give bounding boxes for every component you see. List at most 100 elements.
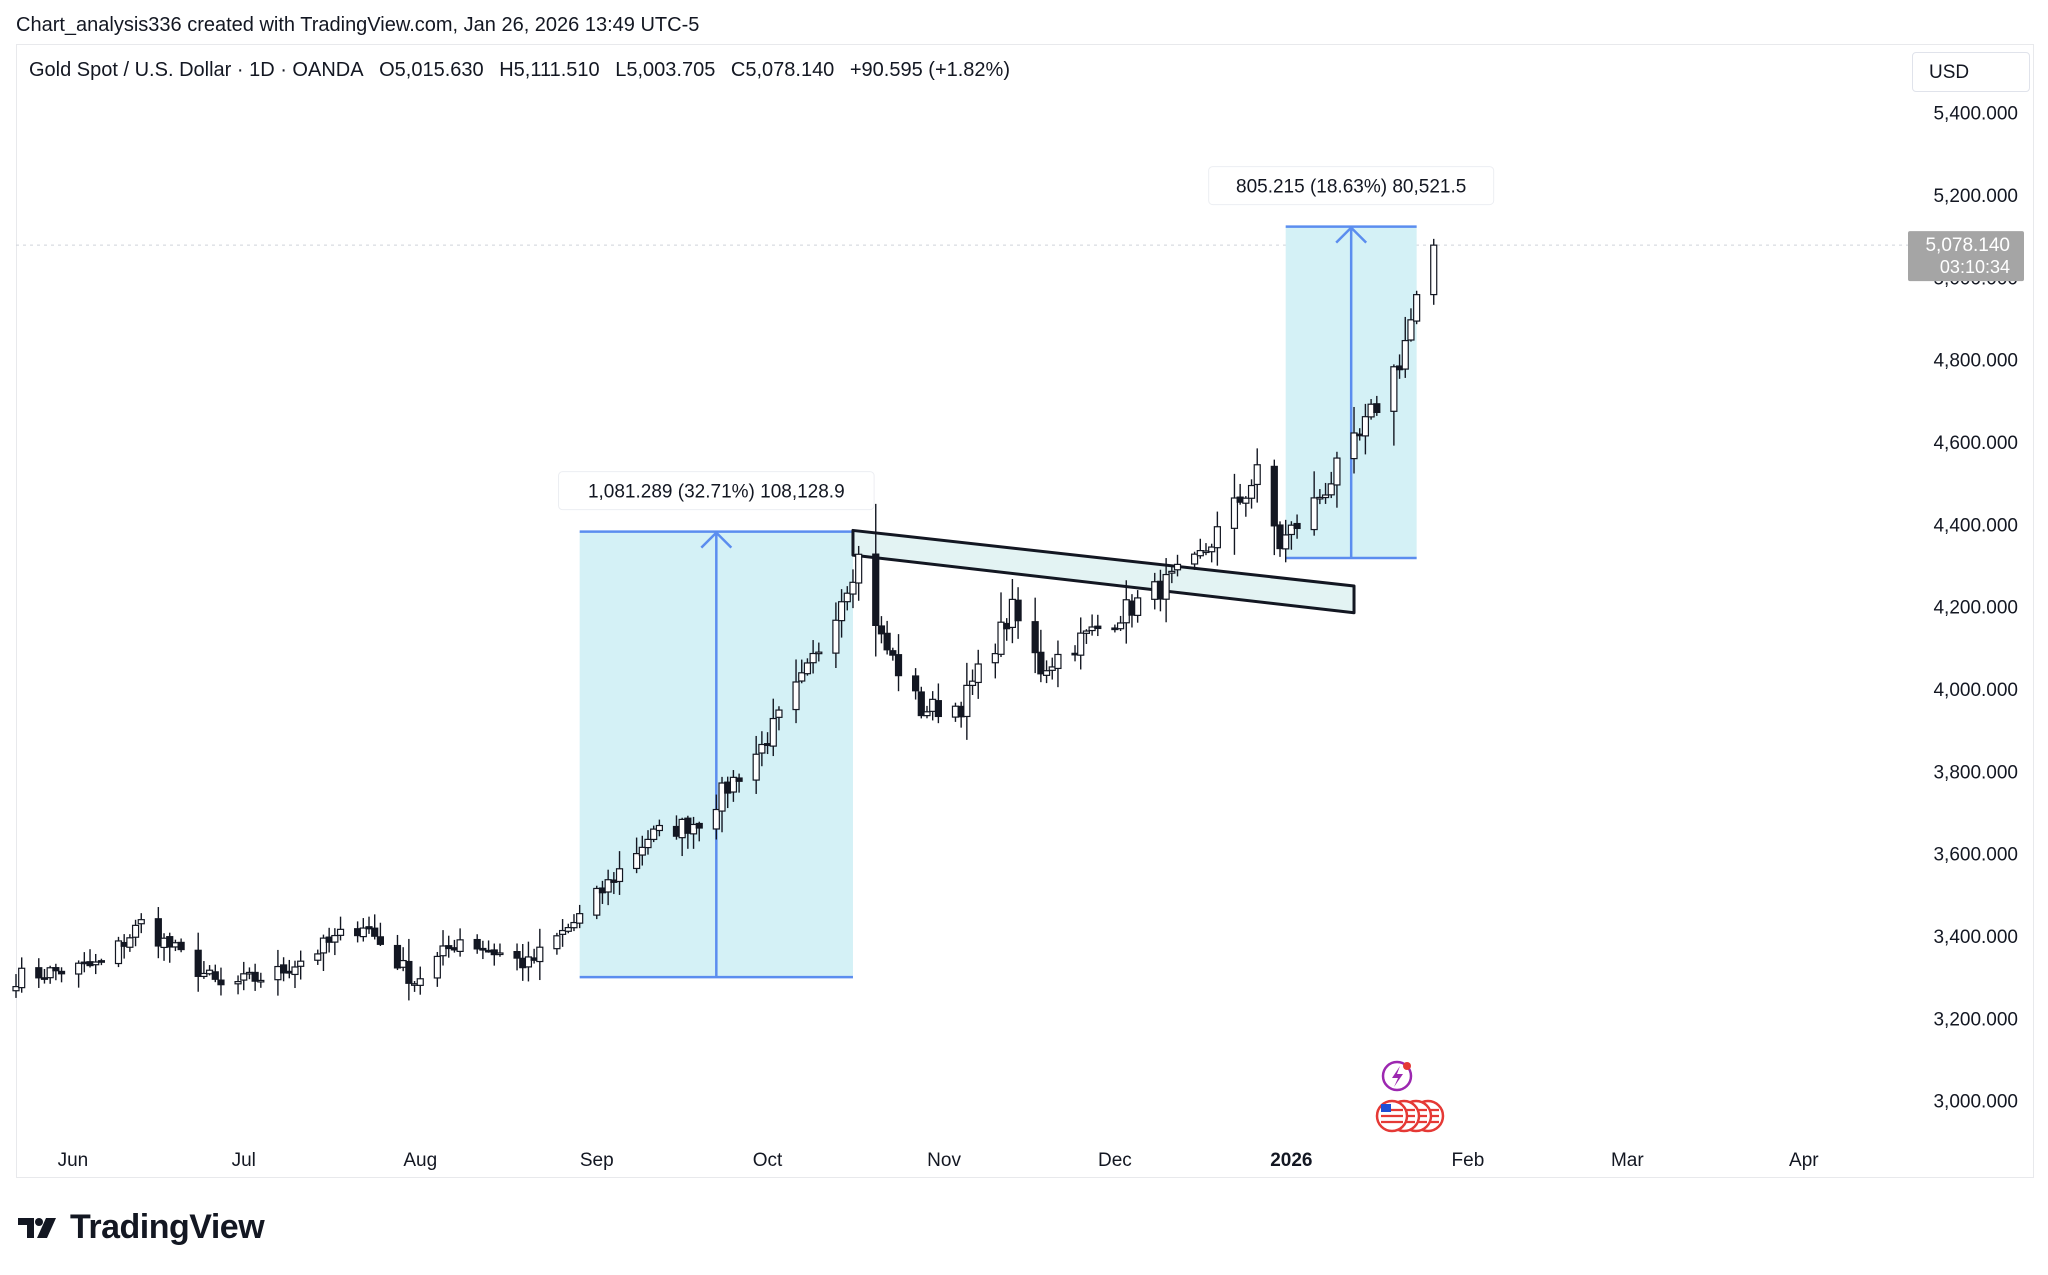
economic-events-icons[interactable]	[1375, 1060, 1445, 1133]
chart-pane[interactable]	[16, 44, 2034, 1178]
candle-body	[912, 675, 920, 692]
candle-body	[433, 955, 441, 979]
candle-body	[1173, 563, 1182, 571]
candle-body	[1077, 632, 1085, 656]
candle-body	[52, 967, 60, 972]
candle-body	[558, 929, 567, 935]
currency-button[interactable]: USD	[1912, 52, 2030, 92]
candle-body	[75, 962, 83, 975]
candle-body	[297, 960, 305, 967]
candle-body	[1168, 570, 1176, 574]
price-range-arrowhead	[1335, 225, 1368, 244]
price-range-arrowhead	[700, 530, 733, 549]
candle-body	[712, 808, 720, 830]
candle-body	[991, 653, 999, 664]
candle-body	[1031, 621, 1039, 654]
candle-body	[997, 621, 1005, 655]
y-tick-label: 3,000.000	[1933, 1092, 2018, 1113]
candle-body	[1327, 483, 1335, 496]
candle-body	[1333, 457, 1341, 486]
candle-body	[416, 978, 424, 986]
candle-body	[553, 935, 561, 950]
x-tick-label: Aug	[403, 1150, 437, 1171]
x-tick-label: 2026	[1270, 1150, 1312, 1171]
candle-body	[194, 949, 202, 977]
ohlc-low: L5,003.705	[615, 59, 716, 81]
candle-body	[57, 970, 66, 975]
candle-body	[177, 941, 185, 951]
candle-body	[240, 973, 248, 981]
candle-body	[496, 952, 504, 956]
chart-attribution: Chart_analysis336 created with TradingVi…	[16, 14, 700, 36]
candle-body	[200, 972, 208, 978]
y-tick-label: 3,200.000	[1933, 1009, 2018, 1030]
candle-body	[758, 743, 766, 754]
candle-body	[1208, 546, 1216, 553]
x-tick-label: Feb	[1452, 1150, 1485, 1171]
candle-body	[963, 684, 971, 718]
candle-body	[792, 681, 800, 711]
candle-body	[564, 927, 572, 932]
candle-body	[359, 927, 367, 938]
candle-body	[131, 924, 140, 938]
labels-layer: 1,081.289 (32.71%) 108,128.9 805.215 (18.…	[558, 166, 2024, 1133]
y-tick-label: 5,200.000	[1933, 186, 2018, 207]
candle-body	[894, 654, 903, 677]
candle-body	[1082, 630, 1091, 634]
candle-body	[1042, 670, 1051, 676]
y-tick-label: 4,200.000	[1933, 598, 2018, 619]
candle-body	[1253, 464, 1261, 486]
candle-body	[934, 700, 942, 718]
tradingview-logo[interactable]: TradingView	[18, 1208, 265, 1247]
y-tick-label: 3,400.000	[1933, 927, 2018, 948]
tradingview-logo-text: TradingView	[70, 1208, 265, 1246]
candle-body	[251, 971, 259, 982]
candle-body	[439, 945, 447, 957]
candle-body	[638, 846, 646, 856]
x-tick-label: Apr	[1789, 1150, 1819, 1171]
candle-body	[872, 553, 880, 626]
candle-body	[837, 601, 846, 622]
last-price-countdown: 03:10:34	[1940, 257, 2010, 277]
candle-body	[718, 782, 726, 812]
y-tick-label: 5,400.000	[1933, 104, 2018, 125]
candle-body	[314, 953, 322, 961]
candle-body	[92, 961, 100, 966]
y-tick-label: 4,600.000	[1933, 433, 2018, 454]
candle-body	[513, 951, 521, 959]
candle-body	[752, 753, 760, 781]
candle-body	[1282, 534, 1290, 550]
candle-body	[843, 592, 851, 603]
candle-body	[524, 956, 533, 968]
candle-body	[917, 691, 925, 717]
candle-body	[40, 977, 49, 980]
candle-body	[393, 944, 402, 969]
candle-body	[376, 936, 384, 945]
candle-body	[473, 938, 481, 950]
candle-body	[604, 879, 612, 893]
candle-body	[809, 652, 817, 664]
candle-body	[126, 937, 134, 948]
candle-body	[1350, 432, 1358, 460]
symbol-title[interactable]: Gold Spot / U.S. Dollar · 1D · OANDA	[29, 59, 364, 81]
tradingview-logo-icon	[18, 1217, 56, 1238]
candle-body	[1094, 625, 1102, 630]
candle-body	[456, 939, 464, 953]
candle-body	[1134, 597, 1142, 616]
candle-body	[18, 967, 26, 989]
price-range-label: 1,081.289 (32.71%) 108,128.9	[588, 482, 845, 503]
candle-body	[1230, 497, 1239, 529]
candle-body	[1213, 526, 1221, 549]
candle-body	[1373, 403, 1381, 414]
candle-body	[1270, 465, 1278, 527]
candle-body	[46, 967, 54, 979]
candle-body	[1407, 319, 1415, 341]
candle-body	[97, 960, 106, 963]
y-tick-label: 3,600.000	[1933, 845, 2018, 866]
candle-body	[217, 979, 225, 986]
candle-body	[154, 918, 162, 947]
candle-body	[655, 824, 663, 832]
candle-body	[769, 717, 777, 747]
price-range-label-box	[1208, 166, 1495, 206]
